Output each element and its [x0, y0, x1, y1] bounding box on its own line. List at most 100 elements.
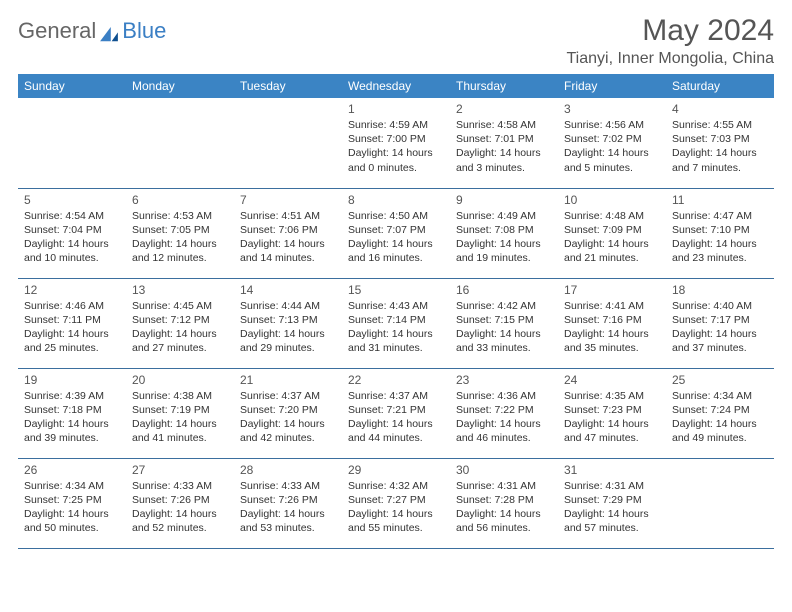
day-number: 18	[672, 283, 768, 297]
calendar-cell: 21 Sunrise: 4:37 AMSunset: 7:20 PMDayligh…	[234, 368, 342, 458]
day-header: Wednesday	[342, 74, 450, 98]
calendar-cell: 1Sunrise: 4:59 AMSunset: 7:00 PMDaylight…	[342, 98, 450, 188]
day-details: Sunrise: 4:46 AMSunset: 7:11 PMDaylight:…	[24, 299, 120, 356]
header: General Blue May 2024 Tianyi, Inner Mong…	[18, 14, 774, 68]
day-number: 31	[564, 463, 660, 477]
calendar-cell: 20 Sunrise: 4:38 AMSunset: 7:19 PMDayligh…	[126, 368, 234, 458]
calendar-cell: 27 Sunrise: 4:33 AMSunset: 7:26 PMDayligh…	[126, 458, 234, 548]
day-details: Sunrise: 4:49 AMSunset: 7:08 PMDaylight:…	[456, 209, 552, 266]
day-details: Sunrise: 4:33 AMSunset: 7:26 PMDaylight:…	[132, 479, 228, 536]
calendar-cell: 22 Sunrise: 4:37 AMSunset: 7:21 PMDayligh…	[342, 368, 450, 458]
calendar-cell: 18 Sunrise: 4:40 AMSunset: 7:17 PMDayligh…	[666, 278, 774, 368]
calendar-cell: 6 Sunrise: 4:53 AMSunset: 7:05 PMDaylight…	[126, 188, 234, 278]
day-details: Sunrise: 4:36 AMSunset: 7:22 PMDaylight:…	[456, 389, 552, 446]
day-number: 2	[456, 102, 552, 116]
day-details: Sunrise: 4:34 AMSunset: 7:25 PMDaylight:…	[24, 479, 120, 536]
day-details: Sunrise: 4:38 AMSunset: 7:19 PMDaylight:…	[132, 389, 228, 446]
day-details: Sunrise: 4:41 AMSunset: 7:16 PMDaylight:…	[564, 299, 660, 356]
calendar-cell: 25Sunrise: 4:34 AMSunset: 7:24 PMDayligh…	[666, 368, 774, 458]
day-details: Sunrise: 4:58 AMSunset: 7:01 PMDaylight:…	[456, 118, 552, 175]
page: General Blue May 2024 Tianyi, Inner Mong…	[0, 0, 792, 563]
calendar-cell: 8 Sunrise: 4:50 AMSunset: 7:07 PMDaylight…	[342, 188, 450, 278]
day-number: 12	[24, 283, 120, 297]
day-number: 3	[564, 102, 660, 116]
day-number: 21	[240, 373, 336, 387]
day-number: 14	[240, 283, 336, 297]
sail-icon	[100, 23, 118, 39]
day-details: Sunrise: 4:40 AMSunset: 7:17 PMDaylight:…	[672, 299, 768, 356]
day-number: 5	[24, 193, 120, 207]
calendar-week-row: 26 Sunrise: 4:34 AMSunset: 7:25 PMDayligh…	[18, 458, 774, 548]
day-number: 10	[564, 193, 660, 207]
day-details: Sunrise: 4:43 AMSunset: 7:14 PMDaylight:…	[348, 299, 444, 356]
calendar-cell: 7 Sunrise: 4:51 AMSunset: 7:06 PMDaylight…	[234, 188, 342, 278]
calendar-cell: 10 Sunrise: 4:48 AMSunset: 7:09 PMDayligh…	[558, 188, 666, 278]
calendar-header-row: SundayMondayTuesdayWednesdayThursdayFrid…	[18, 74, 774, 98]
day-header: Tuesday	[234, 74, 342, 98]
day-header: Friday	[558, 74, 666, 98]
calendar-cell: 4Sunrise: 4:55 AMSunset: 7:03 PMDaylight…	[666, 98, 774, 188]
day-details: Sunrise: 4:53 AMSunset: 7:05 PMDaylight:…	[132, 209, 228, 266]
day-number: 23	[456, 373, 552, 387]
day-number: 19	[24, 373, 120, 387]
day-details: Sunrise: 4:44 AMSunset: 7:13 PMDaylight:…	[240, 299, 336, 356]
day-number: 6	[132, 193, 228, 207]
calendar-cell: 19 Sunrise: 4:39 AMSunset: 7:18 PMDayligh…	[18, 368, 126, 458]
day-number: 13	[132, 283, 228, 297]
calendar-cell: 30 Sunrise: 4:31 AMSunset: 7:28 PMDayligh…	[450, 458, 558, 548]
day-number: 27	[132, 463, 228, 477]
day-number: 7	[240, 193, 336, 207]
day-number: 11	[672, 193, 768, 207]
day-details: Sunrise: 4:39 AMSunset: 7:18 PMDaylight:…	[24, 389, 120, 446]
calendar-cell: 31 Sunrise: 4:31 AMSunset: 7:29 PMDayligh…	[558, 458, 666, 548]
month-title: May 2024	[566, 14, 774, 48]
day-header: Monday	[126, 74, 234, 98]
day-number: 20	[132, 373, 228, 387]
location-label: Tianyi, Inner Mongolia, China	[566, 50, 774, 68]
brand-logo: General Blue	[18, 18, 166, 44]
calendar-cell: 2 Sunrise: 4:58 AMSunset: 7:01 PMDaylight…	[450, 98, 558, 188]
day-details: Sunrise: 4:37 AMSunset: 7:21 PMDaylight:…	[348, 389, 444, 446]
calendar-week-row: 1Sunrise: 4:59 AMSunset: 7:00 PMDaylight…	[18, 98, 774, 188]
calendar-cell	[666, 458, 774, 548]
calendar-week-row: 12 Sunrise: 4:46 AMSunset: 7:11 PMDayligh…	[18, 278, 774, 368]
calendar-cell: 26 Sunrise: 4:34 AMSunset: 7:25 PMDayligh…	[18, 458, 126, 548]
day-number: 29	[348, 463, 444, 477]
calendar-cell	[126, 98, 234, 188]
calendar-cell: 5 Sunrise: 4:54 AMSunset: 7:04 PMDaylight…	[18, 188, 126, 278]
day-details: Sunrise: 4:54 AMSunset: 7:04 PMDaylight:…	[24, 209, 120, 266]
day-details: Sunrise: 4:32 AMSunset: 7:27 PMDaylight:…	[348, 479, 444, 536]
calendar-week-row: 19 Sunrise: 4:39 AMSunset: 7:18 PMDayligh…	[18, 368, 774, 458]
day-number: 1	[348, 102, 444, 116]
day-number: 30	[456, 463, 552, 477]
day-details: Sunrise: 4:31 AMSunset: 7:28 PMDaylight:…	[456, 479, 552, 536]
day-header: Thursday	[450, 74, 558, 98]
calendar-cell: 3Sunrise: 4:56 AMSunset: 7:02 PMDaylight…	[558, 98, 666, 188]
calendar-cell: 12 Sunrise: 4:46 AMSunset: 7:11 PMDayligh…	[18, 278, 126, 368]
day-number: 25	[672, 373, 768, 387]
day-details: Sunrise: 4:48 AMSunset: 7:09 PMDaylight:…	[564, 209, 660, 266]
day-details: Sunrise: 4:45 AMSunset: 7:12 PMDaylight:…	[132, 299, 228, 356]
day-details: Sunrise: 4:47 AMSunset: 7:10 PMDaylight:…	[672, 209, 768, 266]
calendar-cell: 17Sunrise: 4:41 AMSunset: 7:16 PMDayligh…	[558, 278, 666, 368]
calendar-cell: 15Sunrise: 4:43 AMSunset: 7:14 PMDayligh…	[342, 278, 450, 368]
title-block: May 2024 Tianyi, Inner Mongolia, China	[566, 14, 774, 68]
day-details: Sunrise: 4:31 AMSunset: 7:29 PMDaylight:…	[564, 479, 660, 536]
day-number: 22	[348, 373, 444, 387]
day-details: Sunrise: 4:35 AMSunset: 7:23 PMDaylight:…	[564, 389, 660, 446]
calendar-cell	[18, 98, 126, 188]
calendar-table: SundayMondayTuesdayWednesdayThursdayFrid…	[18, 74, 774, 549]
day-details: Sunrise: 4:50 AMSunset: 7:07 PMDaylight:…	[348, 209, 444, 266]
day-number: 26	[24, 463, 120, 477]
calendar-cell: 24Sunrise: 4:35 AMSunset: 7:23 PMDayligh…	[558, 368, 666, 458]
calendar-week-row: 5 Sunrise: 4:54 AMSunset: 7:04 PMDaylight…	[18, 188, 774, 278]
day-details: Sunrise: 4:37 AMSunset: 7:20 PMDaylight:…	[240, 389, 336, 446]
day-details: Sunrise: 4:51 AMSunset: 7:06 PMDaylight:…	[240, 209, 336, 266]
day-number: 8	[348, 193, 444, 207]
calendar-cell: 29 Sunrise: 4:32 AMSunset: 7:27 PMDayligh…	[342, 458, 450, 548]
day-number: 9	[456, 193, 552, 207]
day-details: Sunrise: 4:42 AMSunset: 7:15 PMDaylight:…	[456, 299, 552, 356]
brand-text-1: General	[18, 18, 96, 44]
calendar-cell: 23 Sunrise: 4:36 AMSunset: 7:22 PMDayligh…	[450, 368, 558, 458]
calendar-cell: 16Sunrise: 4:42 AMSunset: 7:15 PMDayligh…	[450, 278, 558, 368]
